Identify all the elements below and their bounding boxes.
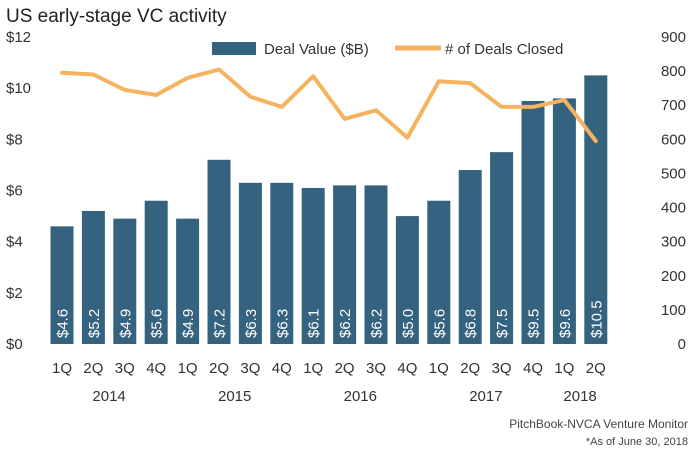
right-axis-tick: 700 (661, 97, 686, 114)
x-tick-label: 3Q (492, 360, 512, 377)
x-year-label: 2015 (218, 388, 251, 405)
x-year-label: 2018 (563, 388, 596, 405)
x-tick-label: 2Q (209, 360, 229, 377)
right-axis-tick: 0 (678, 336, 686, 353)
legend: Deal Value ($B) # of Deals Closed (212, 41, 563, 58)
deals-line (60, 67, 598, 143)
legend-line-label: # of Deals Closed (445, 41, 563, 58)
bar (113, 218, 137, 344)
right-axis-tick: 900 (661, 29, 686, 46)
bar-value-label: $4.9 (117, 309, 134, 338)
left-axis-tick: $12 (6, 29, 31, 46)
left-axis-tick: $6 (6, 183, 23, 200)
right-axis-tick: 300 (661, 234, 686, 251)
legend-bar-swatch (212, 42, 256, 55)
right-axis-tick: 400 (661, 200, 686, 217)
x-tick-label: 1Q (429, 360, 449, 377)
x-tick-label: 1Q (52, 360, 72, 377)
source-text: PitchBook-NVCA Venture Monitor (509, 417, 688, 431)
bar (490, 152, 514, 344)
x-tick-label: 3Q (115, 360, 135, 377)
x-tick-label: 1Q (554, 360, 574, 377)
bar (238, 182, 262, 344)
x-tick-label: 4Q (523, 360, 543, 377)
x-tick-label: 2Q (586, 360, 606, 377)
x-tick-label: 2Q (335, 360, 355, 377)
bar (333, 185, 357, 344)
right-axis: 0 100 200 300 400 500 600 700 800 900 (661, 29, 686, 353)
bar-value-label: $6.3 (274, 309, 291, 338)
bar (50, 226, 74, 344)
bar (458, 170, 482, 344)
bar (81, 210, 105, 344)
x-tick-label: 4Q (146, 360, 166, 377)
bar (395, 216, 419, 344)
bar-value-label: $10.5 (588, 300, 605, 338)
bar (301, 187, 325, 344)
bar-value-label: $5.0 (400, 309, 417, 338)
bar-value-label: $6.1 (306, 309, 323, 338)
chart-title: US early-stage VC activity (6, 6, 227, 27)
left-axis-tick: $8 (6, 131, 23, 148)
bar-value-label: $6.8 (463, 309, 480, 338)
bar-value-label: $9.5 (526, 309, 543, 338)
bar-value-label: $5.6 (149, 309, 166, 338)
bar-value-label: $4.6 (55, 309, 72, 338)
x-tick-label: 4Q (272, 360, 292, 377)
footnote-text: *As of June 30, 2018 (586, 436, 688, 448)
right-axis-tick: 600 (661, 131, 686, 148)
left-axis-tick: $0 (6, 336, 23, 353)
legend-bar-label: Deal Value ($B) (264, 41, 369, 58)
bar-value-label: $5.6 (431, 309, 448, 338)
x-year-label: 2017 (469, 388, 502, 405)
bar-value-label: $6.2 (369, 309, 386, 338)
bar (176, 218, 200, 344)
bar-value-label: $4.9 (180, 309, 197, 338)
bar (521, 100, 545, 344)
x-year-label: 2014 (92, 388, 125, 405)
bar-value-label: $9.6 (557, 309, 574, 338)
bar (427, 200, 451, 344)
bar-series: $4.6 $5.2 $4.9 $5.6 $4.9 $7.2 $6.3 $6.3 $6.1 $6.2… (50, 75, 608, 345)
right-axis-tick: 100 (661, 302, 686, 319)
x-tick-label: 4Q (397, 360, 417, 377)
right-axis-tick: 200 (661, 268, 686, 285)
x-tick-label: 1Q (303, 360, 323, 377)
x-tick-label: 1Q (178, 360, 198, 377)
x-year-label: 2016 (344, 388, 377, 405)
bar (207, 159, 231, 344)
bar-value-label: $7.2 (212, 309, 229, 338)
x-tick-label: 3Q (366, 360, 386, 377)
right-axis-tick: 500 (661, 165, 686, 182)
bar-value-label: $6.3 (243, 309, 260, 338)
bar-value-label: $5.2 (86, 309, 103, 338)
x-axis: 1Q 2Q 3Q 4Q 1Q 2Q 3Q 4Q 1Q 2Q 3Q 4Q 1Q 2Q 3Q 4Q 1Q 2Q 2014… (52, 360, 606, 405)
left-axis: $0 $2 $4 $6 $8 $10 $12 (6, 29, 31, 353)
bar-value-label: $6.2 (337, 309, 354, 338)
left-axis-tick: $2 (6, 285, 23, 302)
x-tick-label: 2Q (83, 360, 103, 377)
bar (270, 182, 294, 344)
left-axis-tick: $4 (6, 234, 23, 251)
bar (552, 98, 576, 345)
right-axis-tick: 800 (661, 63, 686, 80)
bar (364, 185, 388, 344)
line-series (60, 67, 598, 143)
bar (584, 75, 608, 344)
left-axis-tick: $10 (6, 80, 31, 97)
x-tick-label: 3Q (240, 360, 260, 377)
bar-value-label: $7.5 (494, 309, 511, 338)
bar (144, 200, 168, 344)
x-tick-label: 2Q (460, 360, 480, 377)
